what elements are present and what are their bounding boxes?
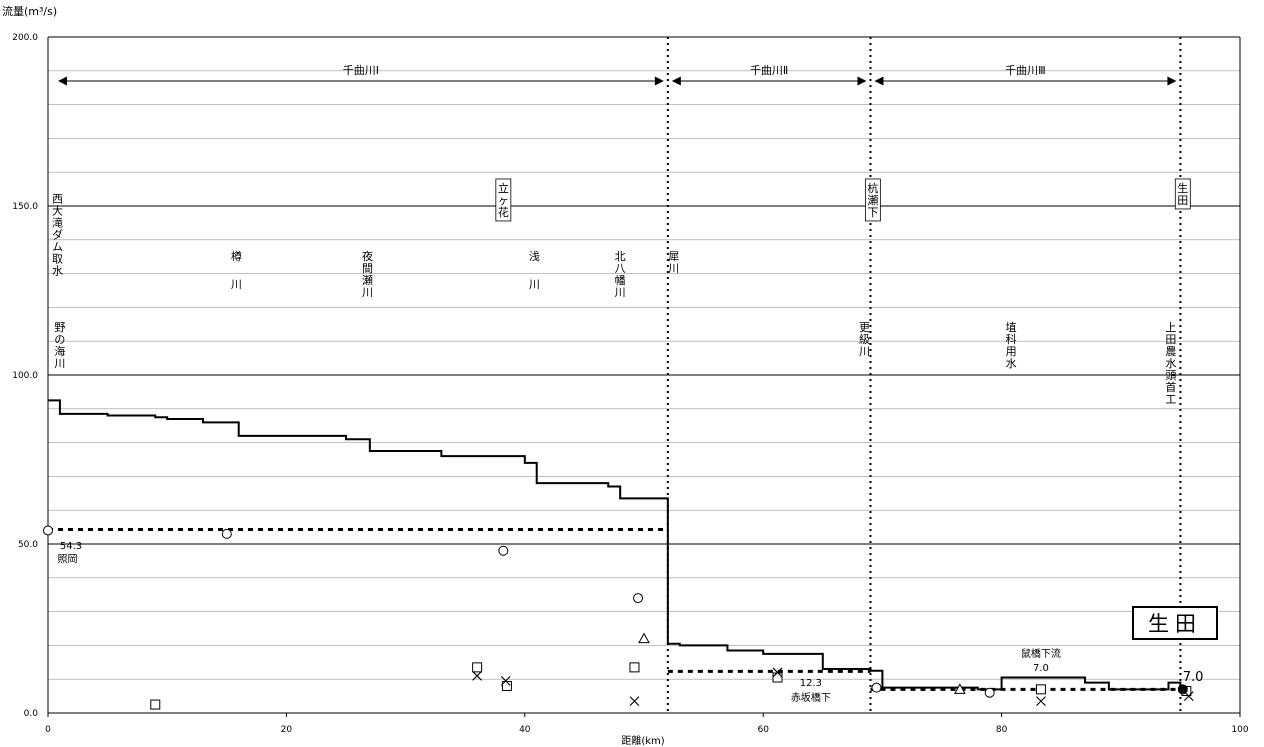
section-label: 千曲川Ⅰ (343, 64, 379, 77)
y-tick-label: 0.0 (24, 709, 39, 719)
tributary-label: 犀川 (668, 250, 679, 275)
tributary-label: 西大滝ダム取水 (52, 192, 63, 277)
marker-square (772, 672, 783, 683)
section-arrow-head-left (671, 76, 681, 86)
x-tick-label: 80 (996, 725, 1008, 735)
marker-square (1035, 684, 1046, 695)
y-tick-label: 100.0 (12, 371, 38, 381)
section-label: 千曲川Ⅲ (1005, 64, 1046, 77)
section-arrow-head-left (874, 76, 884, 86)
marker-circle (984, 687, 995, 698)
marker-triangle (638, 632, 650, 644)
annotation-label: 照岡 (58, 554, 78, 566)
section-arrow-head-right (1167, 76, 1177, 86)
y-tick-label: 50.0 (18, 540, 38, 550)
tributary-label: 北八幡川 (615, 250, 626, 299)
tributary-label: 野の海川 (54, 321, 65, 370)
annotation-label: 7.0 (1183, 670, 1204, 685)
boxed-station-label: 杭瀬下 (867, 181, 878, 219)
marker-circle (871, 682, 882, 693)
marker-filled-circle (1177, 684, 1188, 695)
x-tick-label: 60 (757, 725, 769, 735)
boxed-label-frame (1174, 178, 1191, 210)
annotation-label: 鼠橋下流 (1021, 647, 1061, 660)
annotation-label: 7.0 (1033, 663, 1049, 674)
station-box-label: 生田 (1148, 612, 1202, 636)
marker-square (150, 699, 161, 710)
tributary-label: 埴科用水 (1006, 320, 1017, 370)
boxed-label-frame (495, 178, 512, 222)
y-axis-label: 流量(m³/s) (2, 4, 57, 18)
annotation-label: 赤坂橋下 (791, 691, 831, 704)
annotation-label: 12.3 (800, 678, 822, 689)
marker-circle (221, 528, 232, 539)
y-tick-label: 200.0 (12, 33, 38, 43)
section-arrow-head-right (654, 76, 664, 86)
annotations: 54.3 照岡 12.3 赤坂橋下 鼠橋下流 7.0 7.0 (58, 541, 1204, 704)
x-tick-label: 100 (1231, 725, 1248, 735)
marker-cross (772, 667, 783, 678)
marker-circle (633, 593, 644, 604)
marker-cross (500, 676, 511, 686)
y-tick-label: 150.0 (12, 202, 38, 212)
marker-cross (629, 696, 640, 707)
tributary-label: 浅川 (529, 250, 540, 291)
marker-square (629, 662, 640, 673)
boxed-station-label: 立ヶ花 (498, 181, 509, 219)
marker-circle (498, 545, 509, 556)
section-arrow-head-right (857, 76, 867, 86)
marker-triangle (954, 683, 966, 694)
tributary-label: 更級川 (859, 321, 870, 358)
x-axis-label: 距離(km) (621, 734, 664, 747)
tributary-label: 夜間瀬川 (362, 249, 373, 299)
boxed-label-frame (864, 178, 881, 222)
marker-cross (1036, 696, 1046, 707)
x-tick-label: 0 (45, 725, 51, 735)
section-label: 千曲川Ⅱ (750, 64, 788, 77)
section-arrows: 千曲川Ⅰ 千曲川Ⅱ 千曲川Ⅲ (57, 37, 1182, 713)
x-tick-label: 20 (281, 725, 293, 735)
flow-step-line (48, 399, 1182, 691)
station-box: 生田 (1132, 606, 1218, 640)
tributary-label: 上田農水頭首工 (1165, 321, 1176, 406)
grid-lines (48, 36, 1240, 680)
annotation-label: 54.3 (60, 541, 82, 552)
axes: 0.0 50.0 100.0 150.0 200.0 0 20 40 60 80 100 (12, 33, 1249, 735)
marker-circle (43, 525, 53, 536)
markers (43, 525, 1194, 710)
marker-cross (472, 670, 483, 681)
boxed-station-label: 生田 (1177, 181, 1188, 207)
section-arrow-head-left (57, 76, 67, 86)
x-tick-label: 40 (519, 725, 531, 735)
tributary-label: 樽川 (231, 249, 242, 291)
marker-square (472, 662, 483, 673)
series (48, 399, 1182, 691)
